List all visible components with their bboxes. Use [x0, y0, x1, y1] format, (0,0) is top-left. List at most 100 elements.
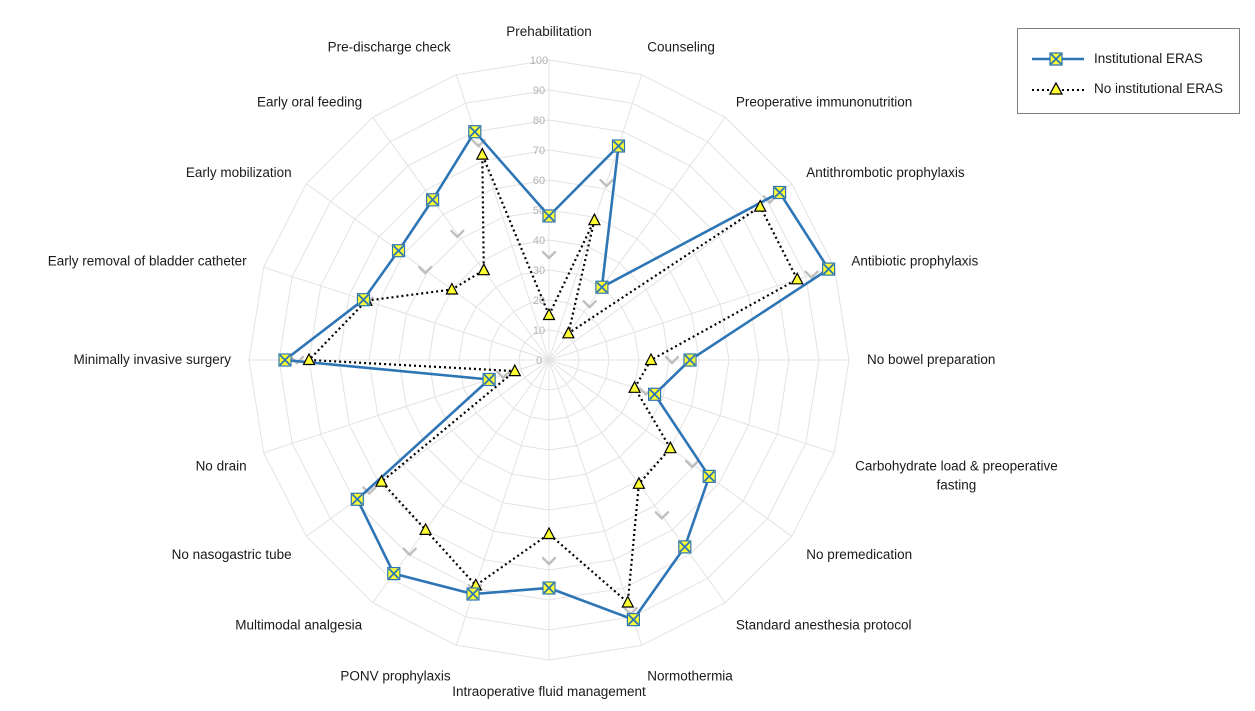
category-label-normothermia: Normothermia	[647, 668, 733, 683]
grid-spoke	[548, 359, 835, 454]
grey-marker-no-premedication	[685, 459, 700, 469]
category-label-early-mobilization: Early mobilization	[186, 165, 292, 180]
marker-no-institutional-eras-no-bowel-preparation	[644, 352, 658, 366]
marker-no-institutional-eras-multimodal-analgesia	[419, 522, 433, 535]
category-label-carbohydrate-load-and-preoperative-fasting: Carbohydrate load & preoperative fasting	[855, 458, 1058, 492]
marker-no-institutional-eras-preoperative-immunonutrition	[561, 326, 575, 339]
marker-institutional-eras-no-bowel-preparation	[683, 353, 697, 367]
grid-spoke	[548, 117, 726, 361]
grey-marker-counseling	[599, 178, 614, 188]
tick-label-90: 90	[533, 85, 545, 97]
marker-institutional-eras-no-premedication	[702, 469, 716, 483]
grid-spoke	[372, 359, 550, 603]
marker-no-institutional-eras-early-oral-feeding	[477, 262, 491, 276]
tick-label-60: 60	[533, 175, 545, 187]
marker-institutional-eras-counseling	[611, 139, 626, 153]
category-label-ponv-prophylaxis: PONV prophylaxis	[340, 668, 451, 683]
legend: Institutional ERAS No institutional ERAS	[1017, 28, 1240, 114]
category-label-minimally-invasive-surgery: Minimally invasive surgery	[73, 352, 231, 367]
marker-no-institutional-eras-counseling	[587, 212, 601, 226]
category-label-early-oral-feeding: Early oral feeding	[257, 95, 362, 110]
legend-item-institutional-eras: Institutional ERAS	[1018, 49, 1239, 69]
grey-marker-prehabilitation	[541, 250, 557, 260]
grey-marker-multimodal-analgesia	[402, 547, 417, 557]
tick-label-100: 100	[530, 55, 548, 67]
marker-no-institutional-eras-carbohydrate-load-and-preoperative-fasting	[628, 380, 642, 393]
marker-no-institutional-eras-normothermia	[621, 595, 635, 608]
category-label-early-removal-of-bladder-catheter: Early removal of bladder catheter	[48, 254, 247, 269]
category-label-antithrombotic-prophylaxis: Antithrombotic prophylaxis	[806, 165, 965, 180]
grid-spoke	[306, 359, 550, 537]
grid-spoke	[455, 74, 550, 361]
marker-institutional-eras-preoperative-immunonutrition	[595, 280, 609, 294]
grid-spoke	[548, 266, 835, 361]
series-layer	[278, 125, 836, 627]
legend-label-no-institutional-eras: No institutional ERAS	[1094, 81, 1224, 96]
series-line-institutional-eras	[281, 129, 831, 622]
marker-institutional-eras-standard-anesthesia-protocol	[678, 540, 692, 554]
marker-institutional-eras-no-nasogastric-tube	[350, 492, 364, 506]
marker-institutional-eras-early-removal-of-bladder-catheter	[356, 293, 371, 307]
marker-institutional-eras-intraoperative-fluid-management	[542, 581, 556, 595]
category-label-preoperative-immunonutrition: Preoperative immunonutrition	[736, 95, 912, 110]
marker-institutional-eras-no-drain	[482, 372, 496, 387]
grid-spoke	[455, 359, 550, 646]
grid-spoke	[372, 117, 550, 361]
category-label-standard-anesthesia-protocol: Standard anesthesia protocol	[736, 617, 912, 632]
marker-institutional-eras-multimodal-analgesia	[387, 566, 401, 581]
grey-marker-preoperative-immunonutrition	[582, 300, 597, 309]
marker-institutional-eras-antithrombotic-prophylaxis	[772, 185, 787, 200]
tick-label-30: 30	[533, 265, 545, 277]
marker-institutional-eras-early-mobilization	[391, 244, 406, 258]
marker-no-institutional-eras-no-premedication	[663, 440, 677, 454]
category-label-no-bowel-preparation: No bowel preparation	[867, 352, 995, 367]
category-labels: Prehabilitation Counseling Preoperative im…	[48, 24, 1058, 699]
marker-no-institutional-eras-antibiotic-prophylaxis	[790, 272, 804, 285]
category-label-prehabilitation: Prehabilitation	[506, 24, 592, 39]
category-label-multimodal-analgesia: Multimodal analgesia	[235, 617, 362, 632]
marker-institutional-eras-normothermia	[626, 612, 641, 627]
tick-label-70: 70	[533, 145, 545, 157]
marker-institutional-eras-prehabilitation	[542, 209, 556, 223]
tick-label-80: 80	[533, 115, 545, 127]
legend-swatch-institutional-eras	[1032, 52, 1084, 66]
tick-label-10: 10	[533, 325, 545, 337]
category-label-no-nasogastric-tube: No nasogastric tube	[172, 547, 292, 562]
marker-no-institutional-eras-minimally-invasive-surgery	[302, 352, 316, 366]
marker-institutional-eras-carbohydrate-load-and-preoperative-fasting	[647, 387, 662, 401]
legend-item-no-institutional-eras: No institutional ERAS	[1018, 79, 1239, 99]
category-label-antibiotic-prophylaxis: Antibiotic prophylaxis	[851, 254, 978, 269]
marker-no-institutional-eras-no-drain	[508, 363, 522, 377]
grey-marker-intraoperative-fluid-management	[541, 556, 557, 566]
grid-spoke	[263, 266, 550, 361]
legend-swatch-no-institutional-eras	[1032, 81, 1084, 95]
tick-label-0: 0	[536, 355, 542, 367]
category-label-no-premedication: No premedication	[806, 547, 912, 562]
marker-institutional-eras-minimally-invasive-surgery	[278, 353, 292, 367]
grid-spoke	[548, 183, 792, 361]
marker-no-institutional-eras-pre-discharge-check	[475, 147, 489, 160]
grey-marker-early-oral-feeding	[450, 229, 465, 239]
category-label-intraoperative-fluid-management: Intraoperative fluid management	[452, 684, 646, 699]
category-label-no-drain: No drain	[196, 458, 247, 473]
marker-no-institutional-eras-antithrombotic-prophylaxis	[753, 199, 767, 212]
marker-institutional-eras-antibiotic-prophylaxis	[821, 262, 836, 276]
grey-marker-standard-anesthesia-protocol	[654, 511, 670, 520]
marker-institutional-eras-pre-discharge-check	[468, 125, 482, 139]
grey-marker-no-drain	[496, 370, 511, 380]
marker-no-institutional-eras-intraoperative-fluid-management	[542, 526, 556, 540]
category-label-counseling: Counseling	[647, 40, 715, 55]
grey-marker-minimally-invasive-surgery	[289, 355, 305, 365]
marker-no-institutional-eras-standard-anesthesia-protocol	[632, 476, 646, 489]
grey-marker-no-bowel-preparation	[664, 355, 680, 365]
grey-marker-no-nasogastric-tube	[362, 486, 377, 496]
tick-label-20: 20	[533, 295, 545, 307]
category-label-pre-discharge-check: Pre-discharge check	[328, 40, 451, 55]
grey-marker-early-mobilization	[418, 265, 433, 275]
marker-institutional-eras-early-oral-feeding	[426, 193, 440, 207]
marker-no-institutional-eras-early-mobilization	[445, 282, 459, 295]
grid-spoke	[548, 359, 643, 646]
marker-institutional-eras-ponv-prophylaxis	[466, 587, 480, 601]
marker-no-institutional-eras-prehabilitation	[542, 307, 556, 321]
